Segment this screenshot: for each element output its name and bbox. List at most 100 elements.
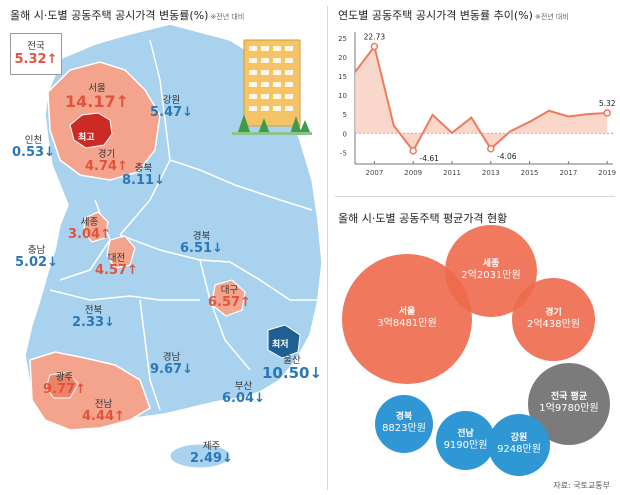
up-arrow-icon: ↑ <box>114 408 125 424</box>
region-name: 경북 <box>192 231 211 242</box>
bubble: 강원 9248만원 <box>488 414 550 476</box>
bubble-value: 2억438만원 <box>526 318 581 330</box>
region-name: 부산 <box>234 381 253 392</box>
region-label: 대구 6.57↑ <box>208 286 251 310</box>
region-label: 광주 9.77↑ <box>43 373 86 397</box>
down-arrow-icon: ↓ <box>154 172 165 188</box>
bubble-value: 9190만원 <box>443 439 488 451</box>
y-tick-label: 10 <box>338 92 347 100</box>
region-name: 충북 <box>134 163 153 174</box>
region-value: 14.17↑ <box>65 91 130 111</box>
data-point <box>603 109 611 117</box>
bubble-name: 세종 <box>482 259 500 270</box>
x-tick-label: 2009 <box>404 169 422 177</box>
down-arrow-icon: ↓ <box>254 390 265 406</box>
national-change-box: 전국 5.32↑ <box>10 33 62 75</box>
region-value: 10.50↓ <box>262 363 323 382</box>
region-value: 2.49↓ <box>190 450 233 466</box>
line-chart-title: 연도별 공동주택 공시가격 변동률 추이(%) ※전년 대비 <box>338 9 569 22</box>
down-arrow-icon: ↓ <box>222 450 233 466</box>
up-arrow-icon: ↑ <box>127 262 138 278</box>
lowest-tag: 최저 <box>272 340 289 350</box>
up-arrow-icon: ↑ <box>117 158 128 174</box>
region-value: 3.04↑ <box>68 226 111 242</box>
highest-tag: 최고 <box>78 133 95 143</box>
region-name: 제주 <box>202 441 221 452</box>
data-point <box>409 147 417 155</box>
bubble-value: 9248만원 <box>497 444 541 456</box>
bubble: 전남 9190만원 <box>436 411 495 470</box>
sejong-region <box>83 211 109 243</box>
korea-map <box>24 23 323 469</box>
region-name: 대구 <box>220 285 239 296</box>
x-tick-label: 2013 <box>482 169 500 177</box>
region-value: 9.67↓ <box>150 361 193 377</box>
region-label: 경북 6.51↓ <box>180 232 223 256</box>
bubble-value: 2억2031만원 <box>461 270 521 282</box>
region-value: 6.57↑ <box>208 294 251 310</box>
y-tick-label: 20 <box>338 54 347 62</box>
region-name: 광주 <box>55 372 74 383</box>
region-label: 부산 6.04↓ <box>222 382 265 406</box>
up-arrow-icon: ↑ <box>75 381 86 397</box>
down-arrow-icon: ↓ <box>182 361 193 377</box>
bubble: 경기 2억438만원 <box>512 278 595 361</box>
x-tick-label: 2015 <box>521 169 539 177</box>
daegu-region <box>211 279 246 317</box>
daejeon-region <box>106 235 136 269</box>
bubble-name: 전남 <box>457 428 474 439</box>
bubble-name: 강원 <box>510 433 528 444</box>
region-label: 충북 8.11↓ <box>122 164 165 188</box>
series-line <box>354 44 608 153</box>
region-value: 8.11↓ <box>122 172 165 188</box>
bubble: 서울 3억8481만원 <box>342 254 472 384</box>
region-name: 강원 <box>162 95 181 106</box>
region-value: 9.77↑ <box>43 381 86 397</box>
region-value: 5.47↓ <box>150 104 193 120</box>
region-label: 제주 2.49↓ <box>190 442 233 466</box>
down-arrow-icon: ↓ <box>47 254 58 270</box>
bubble-name: 전국 평균 <box>550 392 588 403</box>
region-label: 강원 5.47↓ <box>150 96 193 120</box>
map-panel-title: 올해 시·도별 공동주택 공시가격 변동률(%) ※전년 대비 <box>10 9 245 22</box>
up-arrow-icon: ↑ <box>46 52 58 67</box>
bubble: 경북 8823만원 <box>375 395 433 453</box>
region-name: 충남 <box>27 245 46 256</box>
horizontal-divider <box>335 196 615 197</box>
region-value: 0.53↓ <box>12 144 55 160</box>
region-label: 서울 14.17↑ <box>65 84 129 111</box>
bubble-value: 1억9780만원 <box>539 403 599 415</box>
up-arrow-icon: ↑ <box>240 294 251 310</box>
up-arrow-icon: ↑ <box>115 91 130 111</box>
region-label: 인천 0.53↓ <box>12 136 55 160</box>
region-label: 경남 9.67↓ <box>150 353 193 377</box>
region-name: 인천 <box>24 135 43 146</box>
bubble-value: 8823만원 <box>382 423 426 435</box>
x-tick-label: 2007 <box>365 169 383 177</box>
gwangju-region <box>45 371 79 399</box>
data-label: 5.32 <box>599 99 616 108</box>
region-value: 2.33↓ <box>72 314 115 330</box>
region-value: 6.04↓ <box>222 390 265 406</box>
region-label: 전남 4.44↑ <box>82 400 125 424</box>
region-value: 5.02↓ <box>15 254 58 270</box>
bubble-name: 서울 <box>398 307 416 318</box>
ulsan-region <box>267 324 301 359</box>
down-arrow-icon: ↓ <box>309 363 323 382</box>
bubble-name: 경북 <box>395 412 413 423</box>
region-name: 대전 <box>107 253 126 264</box>
y-tick-label: 15 <box>338 73 347 81</box>
region-name: 경남 <box>162 352 181 363</box>
y-tick-label: 0 <box>343 130 347 138</box>
region-name: 세종 <box>80 217 99 228</box>
data-label: -4.61 <box>419 154 439 163</box>
data-label: -4.06 <box>497 152 517 161</box>
source-note: 자료: 국토교통부 <box>553 481 610 490</box>
region-label: 충남 5.02↓ <box>15 246 58 270</box>
bubble-name: 경기 <box>545 307 562 318</box>
y-tick-label: 5 <box>343 111 347 119</box>
series-area <box>355 46 608 151</box>
national-value: 5.32↑ <box>14 52 58 67</box>
